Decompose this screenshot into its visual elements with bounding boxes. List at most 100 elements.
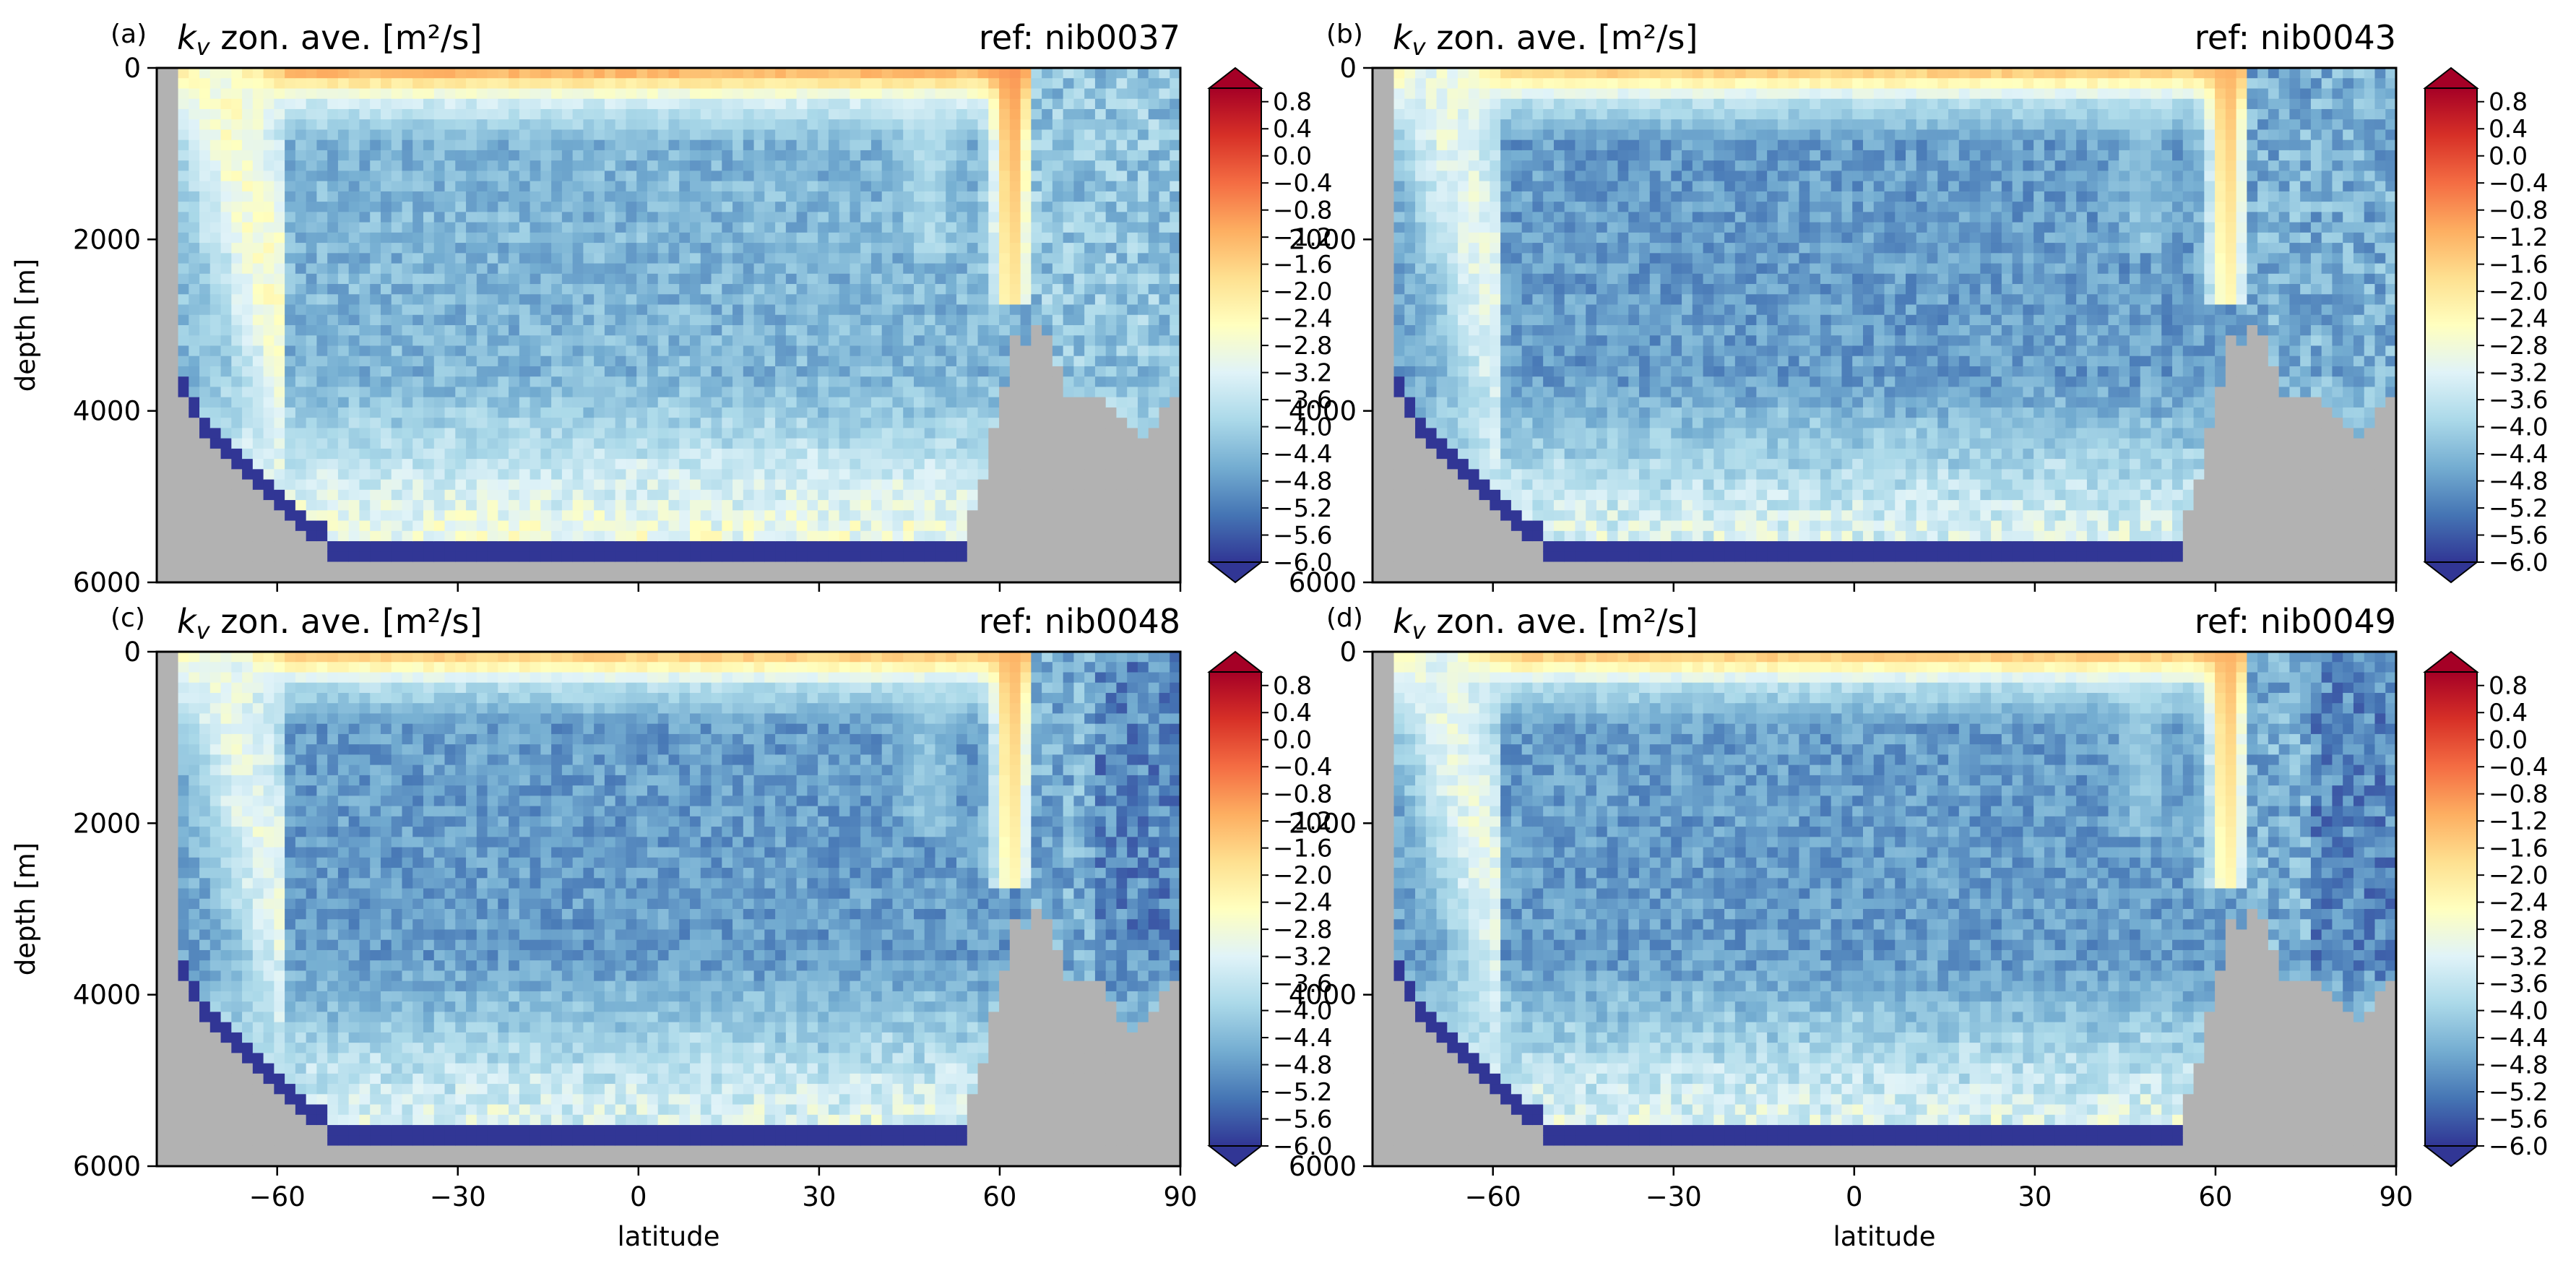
heatmap-cell bbox=[1170, 551, 1181, 563]
heatmap-cell bbox=[722, 263, 733, 275]
heatmap-cell bbox=[1031, 510, 1042, 522]
heatmap-cell bbox=[1042, 222, 1053, 233]
heatmap-cell bbox=[924, 108, 936, 120]
heatmap-cell bbox=[892, 520, 904, 532]
heatmap-cell bbox=[1373, 222, 1384, 233]
heatmap-cell bbox=[626, 191, 637, 202]
heatmap-cell bbox=[391, 489, 403, 501]
heatmap-cell bbox=[476, 202, 488, 212]
heatmap-cell bbox=[753, 129, 765, 141]
heatmap-cell bbox=[242, 160, 254, 171]
heatmap-cell bbox=[263, 448, 275, 460]
heatmap-cell bbox=[306, 171, 318, 182]
heatmap-cell bbox=[583, 407, 595, 418]
heatmap-cell bbox=[913, 530, 925, 542]
heatmap-cell bbox=[999, 500, 1011, 511]
heatmap-cell bbox=[433, 284, 446, 295]
heatmap-cell bbox=[860, 232, 872, 243]
heatmap-cell bbox=[1116, 572, 1128, 583]
heatmap-cell bbox=[530, 418, 541, 428]
heatmap-cell bbox=[818, 304, 829, 316]
heatmap-cell bbox=[306, 489, 318, 501]
heatmap-cell bbox=[796, 119, 808, 131]
heatmap-cell bbox=[178, 232, 189, 243]
heatmap-cell bbox=[209, 232, 222, 243]
heatmap-cell bbox=[242, 88, 254, 100]
heatmap-cell bbox=[881, 202, 894, 212]
heatmap-cell bbox=[1009, 561, 1021, 573]
heatmap-cell bbox=[796, 376, 808, 388]
heatmap-cell bbox=[1052, 397, 1064, 408]
heatmap-cell bbox=[498, 88, 509, 100]
heatmap-cell bbox=[700, 479, 712, 491]
heatmap-cell bbox=[903, 551, 915, 563]
heatmap-cell bbox=[1094, 273, 1107, 285]
heatmap-cell bbox=[690, 469, 701, 480]
heatmap-cell bbox=[1094, 541, 1107, 552]
heatmap-cell bbox=[199, 98, 211, 110]
heatmap-cell bbox=[594, 489, 605, 501]
heatmap-cell bbox=[860, 366, 872, 377]
heatmap-cell bbox=[412, 551, 424, 563]
heatmap-cell bbox=[977, 428, 989, 439]
heatmap-cell bbox=[1073, 263, 1085, 275]
heatmap-cell bbox=[487, 510, 498, 522]
heatmap-cell bbox=[722, 428, 733, 439]
heatmap-cell bbox=[551, 171, 563, 182]
heatmap-cell bbox=[636, 68, 648, 79]
heatmap-cell bbox=[700, 530, 712, 542]
heatmap-cell bbox=[988, 284, 1000, 295]
heatmap-cell bbox=[1042, 314, 1053, 326]
heatmap-cell bbox=[1031, 119, 1042, 131]
heatmap-cell bbox=[1009, 181, 1021, 192]
heatmap-cell bbox=[285, 541, 296, 552]
heatmap-cell bbox=[498, 469, 509, 480]
heatmap-cell bbox=[380, 459, 392, 470]
heatmap-cell bbox=[860, 397, 872, 408]
heatmap-cell bbox=[892, 572, 904, 583]
heatmap-cell bbox=[433, 160, 446, 171]
heatmap-cell bbox=[1116, 376, 1128, 388]
heatmap-cell bbox=[647, 489, 659, 501]
heatmap-cell bbox=[818, 181, 829, 192]
heatmap-cell bbox=[700, 366, 712, 377]
heatmap-cell bbox=[476, 150, 488, 161]
heatmap-cell bbox=[1170, 541, 1181, 552]
heatmap-cell bbox=[189, 284, 200, 295]
heatmap-cell bbox=[850, 530, 861, 542]
heatmap-cell bbox=[189, 387, 200, 398]
heatmap-cell bbox=[540, 366, 552, 377]
heatmap-cell bbox=[263, 78, 275, 90]
heatmap-cell bbox=[711, 253, 722, 264]
heatmap-cell bbox=[700, 500, 712, 511]
heatmap-cell bbox=[487, 232, 498, 243]
heatmap-cell bbox=[1042, 428, 1053, 439]
heatmap-cell bbox=[157, 160, 168, 171]
heatmap-cell bbox=[1127, 108, 1138, 120]
heatmap-cell bbox=[1127, 294, 1138, 306]
heatmap-cell bbox=[316, 222, 328, 233]
heatmap-cell bbox=[626, 469, 637, 480]
heatmap-cell bbox=[988, 572, 1000, 583]
heatmap-cell bbox=[711, 438, 722, 449]
heatmap-cell bbox=[711, 459, 722, 470]
heatmap-cell bbox=[380, 561, 392, 573]
heatmap-cell bbox=[870, 171, 883, 182]
heatmap-cell bbox=[935, 253, 946, 264]
heatmap-cell bbox=[870, 448, 883, 460]
heatmap-cell bbox=[1105, 78, 1118, 90]
heatmap-cell bbox=[743, 572, 755, 583]
heatmap-cell bbox=[753, 459, 765, 470]
heatmap-cell bbox=[412, 397, 424, 408]
heatmap-cell bbox=[252, 561, 264, 573]
heatmap-cell bbox=[946, 68, 957, 79]
heatmap-cell bbox=[903, 376, 915, 388]
heatmap-cell bbox=[189, 418, 200, 428]
heatmap-cell bbox=[860, 438, 872, 449]
heatmap-cell bbox=[498, 171, 509, 182]
heatmap-cell bbox=[157, 119, 168, 131]
heatmap-cell bbox=[1031, 88, 1042, 100]
heatmap-cell bbox=[498, 489, 509, 501]
heatmap-cell bbox=[1105, 88, 1118, 100]
heatmap-cell bbox=[1170, 572, 1181, 583]
